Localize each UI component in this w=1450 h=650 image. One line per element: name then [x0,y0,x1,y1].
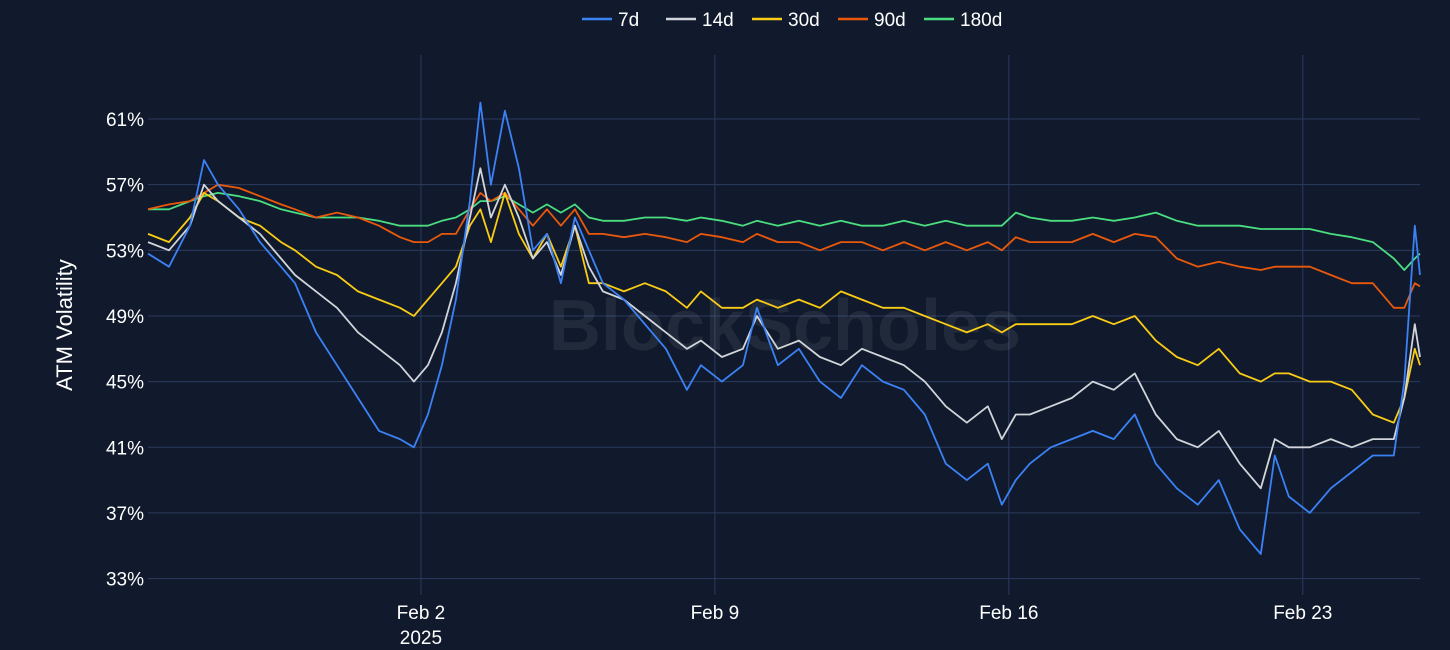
y-tick-label: 61% [106,110,144,131]
legend-label: 14d [702,10,734,31]
y-tick-label: 45% [106,373,144,394]
legend-item-30d[interactable]: 30d [752,10,820,31]
y-tick-label: 57% [106,176,144,197]
x-tick-label: Feb 2 [397,603,446,624]
legend-item-7d[interactable]: 7d [582,10,639,31]
series-line-30d [147,192,1421,424]
y-axis-label: ATM Volatility [52,259,77,391]
legend-label: 7d [618,10,639,31]
series-line-90d [147,183,1421,309]
series-line-14d [147,167,1421,490]
legend-label: 90d [874,10,906,31]
legend-label: 30d [788,10,820,31]
watermark: BlockScholes [549,286,1021,366]
y-tick-label: 33% [106,570,144,591]
y-tick-label: 41% [106,438,144,459]
legend-label: 180d [960,10,1002,31]
series-line-7d [147,101,1421,555]
series-layer [147,101,1421,555]
y-tick-label: 49% [106,307,144,328]
y-tick-label: 37% [106,504,144,525]
series-line-180d [148,192,1421,271]
x-axis-ticks: Feb 2 2025 Feb 9 Feb 16 Feb 23 [397,603,1333,649]
legend[interactable]: 7d 14d 30d 90d 180d [582,10,1002,31]
x-tick-label: Feb 9 [691,603,740,624]
legend-item-180d[interactable]: 180d [924,10,1002,31]
grid-layer [148,55,1420,595]
x-tick-sublabel: 2025 [400,628,442,649]
legend-item-14d[interactable]: 14d [666,10,734,31]
x-tick-label: Feb 16 [979,603,1038,624]
y-tick-label: 53% [106,241,144,262]
y-axis-ticks: 33% 37% 41% 45% 49% 53% 57% 61% [106,110,144,591]
x-tick-label: Feb 23 [1273,603,1332,624]
legend-item-90d[interactable]: 90d [838,10,906,31]
